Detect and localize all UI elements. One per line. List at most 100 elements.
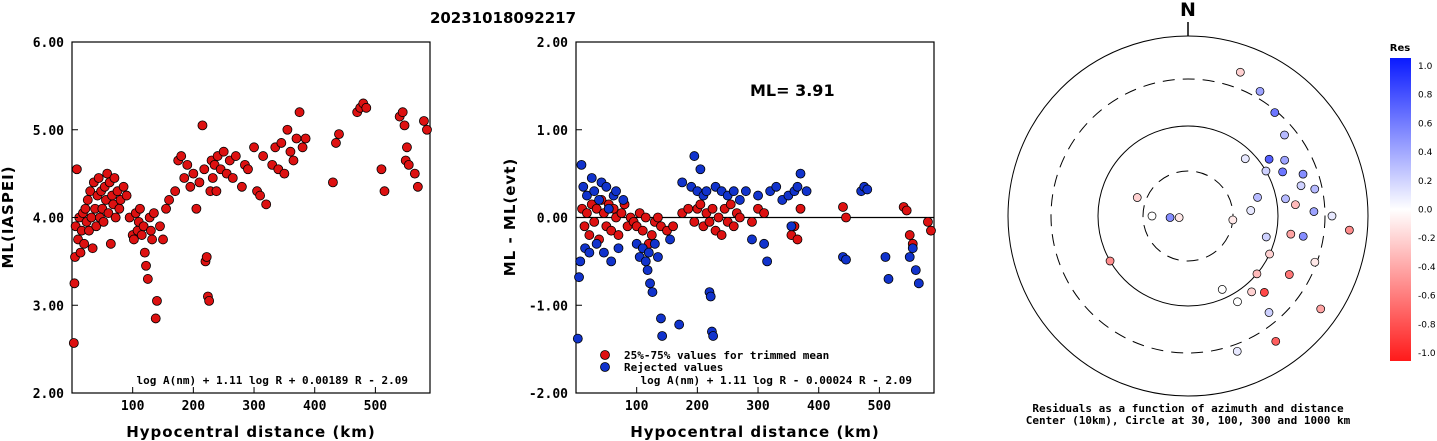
station-point	[1298, 169, 1308, 179]
panel2-x-tick-label: 500	[868, 399, 892, 414]
data-point	[261, 199, 272, 210]
data-point	[589, 186, 600, 197]
data-point	[93, 173, 104, 183]
data-point	[613, 243, 624, 254]
data-point	[135, 203, 145, 214]
data-point	[582, 190, 592, 201]
figure-title: 20231018092217	[430, 9, 576, 27]
panel1-x-tick-label: 400	[303, 399, 327, 414]
panel-ml-vs-distance: 100 200 300 400 500 2.00 3.00 4.00 5.00 6.00 log …	[0, 36, 432, 441]
data-point	[677, 177, 688, 188]
data-point	[591, 238, 602, 249]
panel1-xlabel: Hypocentral distance (km)	[126, 423, 376, 441]
data-point	[683, 203, 694, 214]
station-point	[1284, 270, 1294, 279]
data-point	[574, 272, 584, 283]
panel2-y-tick-label: 1.00	[537, 124, 568, 139]
data-point	[689, 216, 700, 227]
data-point	[199, 164, 210, 175]
station-point	[1309, 207, 1319, 216]
colorbar-tick-label: 1.0	[1418, 62, 1433, 72]
colorbar-tick-label: -0.4	[1418, 263, 1436, 273]
data-point	[68, 338, 79, 348]
panel1-y-tick-label: 5.00	[33, 124, 64, 139]
polar-caption-line1: Residuals as a function of azimuth and d…	[1032, 402, 1344, 415]
data-point	[771, 181, 782, 192]
data-point	[276, 138, 287, 148]
data-point	[185, 181, 196, 192]
data-point	[84, 225, 94, 236]
data-point	[841, 254, 851, 265]
data-point	[91, 221, 102, 232]
station-point	[1147, 211, 1157, 221]
panel-polar-residuals: N Residuals as a function of azimuth and…	[1007, 0, 1369, 427]
data-point	[642, 265, 653, 276]
circle-30km	[1142, 170, 1234, 262]
panel2-ylabel: ML - ML(evt)	[501, 158, 519, 276]
data-point	[227, 173, 238, 183]
data-point	[923, 216, 933, 227]
data-point	[201, 252, 212, 262]
data-point	[657, 331, 668, 341]
data-point	[759, 208, 770, 219]
data-point	[656, 313, 666, 324]
station-point	[1247, 287, 1256, 297]
station-point	[1252, 269, 1262, 279]
panel2-ml-annotation: ML= 3.91	[750, 81, 835, 100]
station-point	[1165, 213, 1175, 222]
colorbar-tick-label: 0.2	[1418, 177, 1432, 187]
data-point	[786, 221, 797, 232]
station-point	[1217, 285, 1227, 294]
data-point	[191, 203, 202, 214]
data-point	[708, 331, 719, 341]
data-point	[645, 278, 655, 289]
station-point	[1280, 155, 1289, 165]
data-point	[136, 230, 147, 240]
data-point	[279, 168, 290, 179]
station-point	[1261, 232, 1271, 242]
colorbar-tick-label: 0.6	[1418, 119, 1433, 129]
data-point	[419, 116, 429, 126]
station-point	[1228, 215, 1238, 225]
data-point	[616, 208, 627, 219]
data-point	[668, 221, 678, 232]
data-point	[379, 186, 390, 197]
data-point	[103, 208, 114, 219]
data-point	[584, 247, 595, 258]
data-point	[643, 247, 654, 258]
data-point	[591, 203, 602, 214]
station-point	[1105, 256, 1115, 266]
data-point	[913, 278, 924, 289]
station-point	[1270, 108, 1280, 117]
data-point	[243, 164, 253, 175]
data-point	[86, 212, 97, 223]
station-point	[1296, 181, 1306, 191]
data-point	[331, 138, 341, 148]
station-point	[1232, 346, 1242, 356]
data-point	[910, 265, 921, 276]
station-point	[1327, 211, 1337, 221]
station-point	[1261, 166, 1271, 176]
colorbar-tick-label: 0.4	[1418, 148, 1433, 158]
data-point	[665, 234, 675, 245]
polar-caption-line2: Center (10km), Circle at 30, 100, 300 an…	[1026, 414, 1351, 427]
data-point	[98, 216, 109, 227]
data-point	[713, 212, 724, 223]
data-point	[71, 164, 82, 175]
data-point	[141, 260, 151, 271]
station-point	[1280, 130, 1289, 140]
panel2-formula: log A(nm) + 1.11 log R - 0.00024 R - 2.0…	[640, 374, 912, 387]
data-point	[646, 230, 657, 240]
panel1-y-tick-label: 6.00	[33, 36, 64, 51]
data-point	[695, 199, 706, 210]
data-point	[412, 181, 423, 192]
data-point	[589, 216, 600, 227]
data-point	[328, 177, 338, 188]
station-point	[1271, 336, 1281, 346]
panel1-points	[68, 98, 432, 348]
data-point	[300, 133, 311, 144]
data-point	[725, 199, 736, 210]
data-point	[734, 212, 745, 223]
data-point	[80, 203, 91, 214]
